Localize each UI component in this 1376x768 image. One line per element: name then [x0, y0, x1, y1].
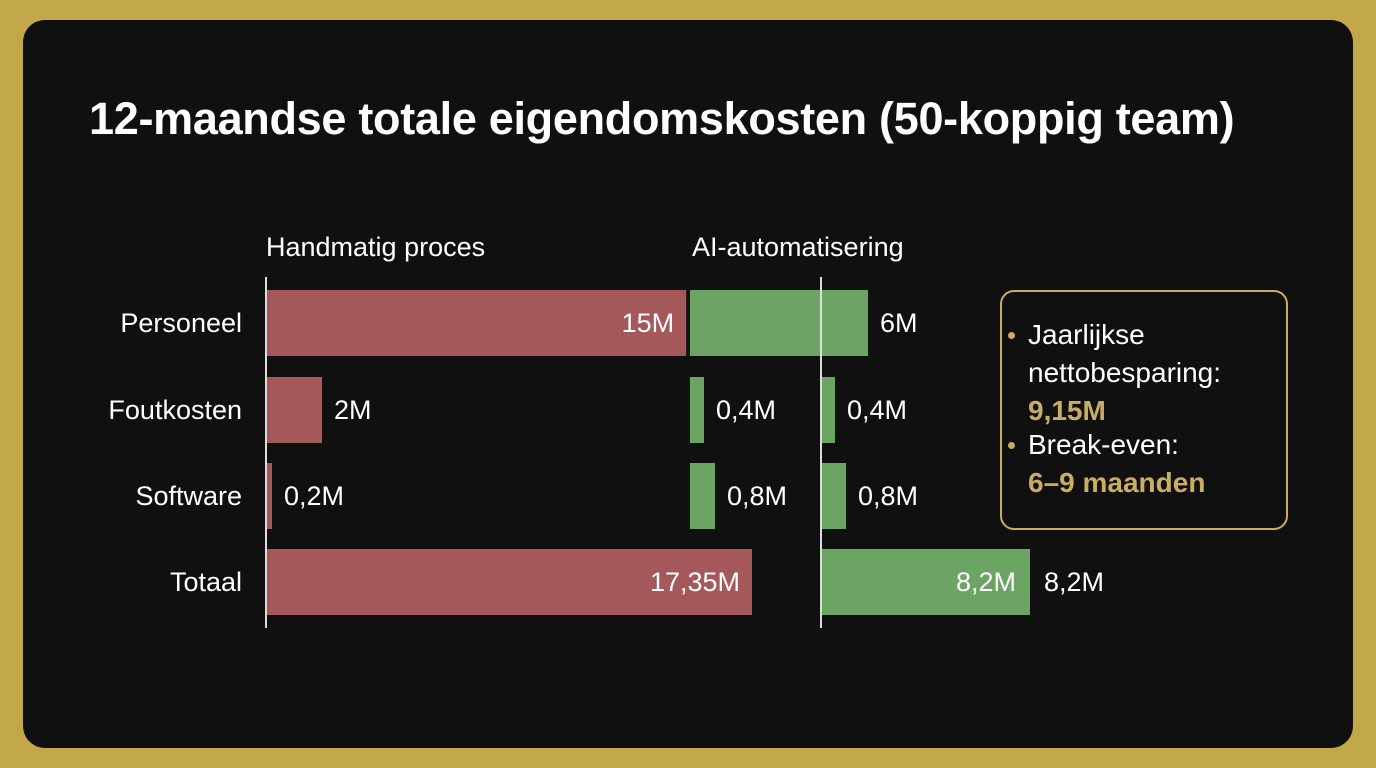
callout-savings-label: Jaarlijkse nettobesparing:: [1028, 319, 1222, 388]
data-label-ai-2: 0,8M: [858, 481, 918, 511]
bar-manual-3: [266, 549, 752, 615]
data-label-manual-0: 15M: [622, 308, 675, 338]
data-label-ai-3: 8,2M: [1044, 567, 1104, 597]
category-label-1: Foutkosten: [108, 395, 242, 425]
data-label-ai-left-1: 0,4M: [716, 395, 776, 425]
bar-ai-left-1: [690, 377, 704, 443]
data-label-ai-1: 0,4M: [847, 395, 907, 425]
category-label-3: Totaal: [170, 567, 242, 597]
callout-breakeven-value: 6–9 maanden: [1028, 467, 1206, 498]
chart-title: 12-maandse totale eigendomskosten (50-ko…: [89, 93, 1235, 144]
series-header-ai: AI-automatisering: [692, 232, 904, 262]
bar-manual-2: [266, 463, 272, 529]
callout-savings-value: 9,15M: [1028, 395, 1106, 426]
bar-ai-0: [690, 290, 868, 356]
data-label-ai-inner-3: 8,2M: [956, 567, 1016, 597]
chart-panel: [23, 20, 1353, 748]
bullet-dot-icon: [1008, 332, 1015, 339]
category-label-2: Software: [135, 481, 242, 511]
data-label-manual-3: 17,35M: [650, 567, 740, 597]
callout-item-savings: Jaarlijkse nettobesparing: 9,15M: [1008, 316, 1278, 430]
data-label-ai-0: 6M: [880, 308, 918, 338]
bar-ai-3: [821, 549, 1030, 615]
data-label-ai-left-2: 0,8M: [727, 481, 787, 511]
bar-ai-2: [821, 463, 846, 529]
data-label-manual-2: 0,2M: [284, 481, 344, 511]
savings-callout: Jaarlijkse nettobesparing: 9,15M Break-e…: [1000, 290, 1288, 530]
bar-ai-1: [821, 377, 835, 443]
bar-ai-left-2: [690, 463, 715, 529]
callout-item-breakeven: Break-even: 6–9 maanden: [1008, 426, 1278, 502]
series-header-manual: Handmatig proces: [266, 232, 485, 262]
data-label-manual-1: 2M: [334, 395, 372, 425]
bullet-dot-icon: [1008, 442, 1015, 449]
bar-manual-1: [266, 377, 323, 443]
bar-manual-0: [266, 290, 687, 356]
category-label-0: Personeel: [120, 308, 242, 338]
callout-breakeven-label: Break-even:: [1028, 429, 1179, 460]
